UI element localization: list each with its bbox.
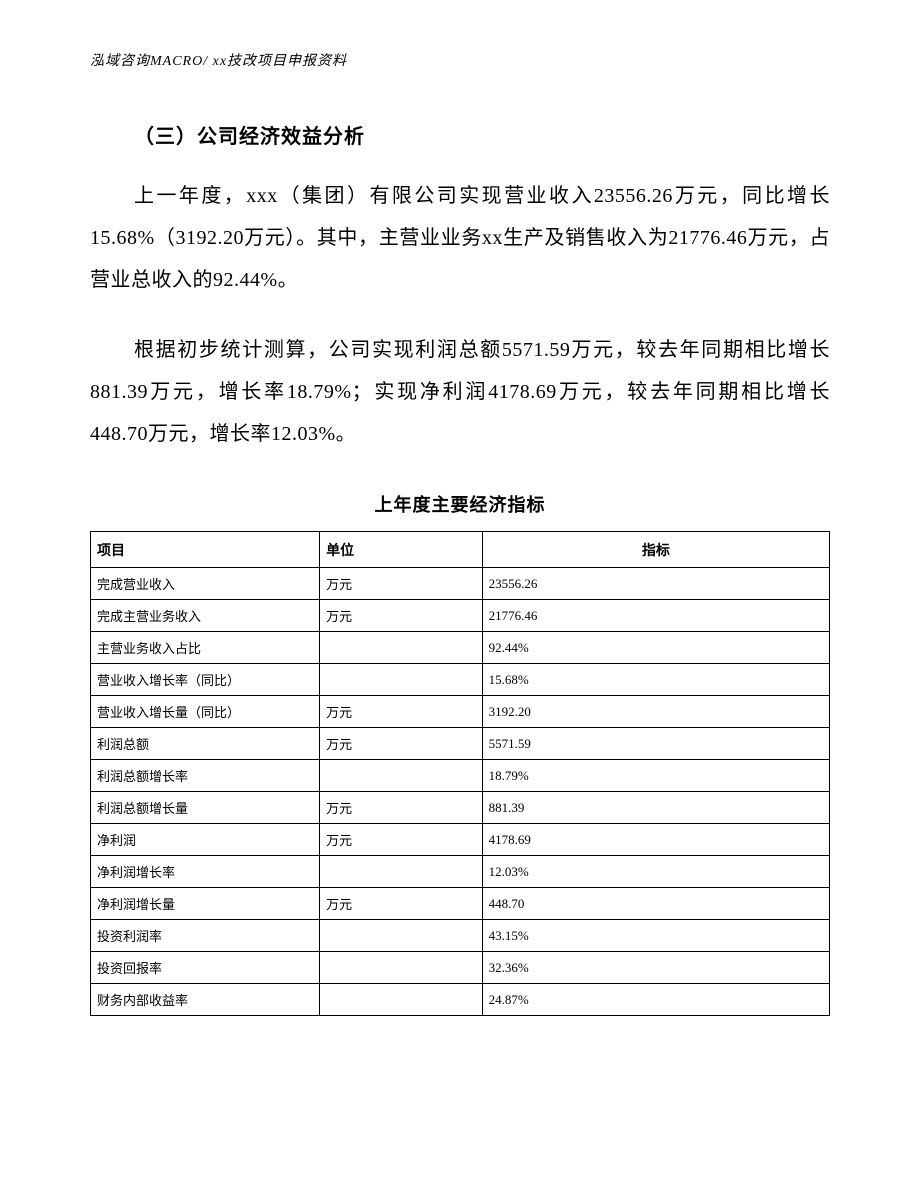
table-cell: 投资回报率 <box>91 952 320 984</box>
table-row: 完成营业收入 万元 23556.26 <box>91 568 830 600</box>
table-cell: 营业收入增长量（同比） <box>91 696 320 728</box>
table-cell: 4178.69 <box>482 824 829 856</box>
table-cell: 净利润 <box>91 824 320 856</box>
paragraph-1: 上一年度，xxx（集团）有限公司实现营业收入23556.26万元，同比增长15.… <box>90 175 830 301</box>
table-cell <box>320 664 483 696</box>
table-row: 利润总额增长量 万元 881.39 <box>91 792 830 824</box>
table-row: 营业收入增长率（同比） 15.68% <box>91 664 830 696</box>
table-cell <box>320 952 483 984</box>
table-row: 利润总额增长率 18.79% <box>91 760 830 792</box>
paragraph-block: 根据初步统计测算，公司实现利润总额5571.59万元，较去年同期相比增长881.… <box>90 329 830 455</box>
table-header-row: 项目 单位 指标 <box>91 532 830 568</box>
table-cell: 3192.20 <box>482 696 829 728</box>
paragraph-block: 上一年度，xxx（集团）有限公司实现营业收入23556.26万元，同比增长15.… <box>90 175 830 301</box>
table-cell: 24.87% <box>482 984 829 1016</box>
table-cell <box>320 632 483 664</box>
table-cell: 43.15% <box>482 920 829 952</box>
header-path: 泓域咨询MACRO/ xx技改项目申报资料 <box>90 50 830 70</box>
table-cell: 利润总额增长率 <box>91 760 320 792</box>
table-cell: 利润总额增长量 <box>91 792 320 824</box>
paragraph-2: 根据初步统计测算，公司实现利润总额5571.59万元，较去年同期相比增长881.… <box>90 329 830 455</box>
table-cell: 净利润增长量 <box>91 888 320 920</box>
economic-indicators-table: 项目 单位 指标 完成营业收入 万元 23556.26 完成主营业务收入 万元 … <box>90 531 830 1016</box>
table-cell <box>320 856 483 888</box>
table-cell: 32.36% <box>482 952 829 984</box>
table-cell: 万元 <box>320 600 483 632</box>
table-cell: 12.03% <box>482 856 829 888</box>
table-cell: 完成营业收入 <box>91 568 320 600</box>
table-row: 财务内部收益率 24.87% <box>91 984 830 1016</box>
table-cell: 92.44% <box>482 632 829 664</box>
table-cell: 万元 <box>320 696 483 728</box>
table-header-cell: 项目 <box>91 532 320 568</box>
table-cell: 万元 <box>320 824 483 856</box>
table-cell: 23556.26 <box>482 568 829 600</box>
table-cell: 利润总额 <box>91 728 320 760</box>
table-row: 利润总额 万元 5571.59 <box>91 728 830 760</box>
table-cell: 万元 <box>320 792 483 824</box>
table-row: 完成主营业务收入 万元 21776.46 <box>91 600 830 632</box>
table-row: 投资回报率 32.36% <box>91 952 830 984</box>
table-cell: 完成主营业务收入 <box>91 600 320 632</box>
table-cell: 881.39 <box>482 792 829 824</box>
table-cell: 5571.59 <box>482 728 829 760</box>
table-cell: 15.68% <box>482 664 829 696</box>
table-cell: 财务内部收益率 <box>91 984 320 1016</box>
table-cell: 万元 <box>320 888 483 920</box>
page-container: 泓域咨询MACRO/ xx技改项目申报资料 （三）公司经济效益分析 上一年度，x… <box>0 0 920 1076</box>
table-cell <box>320 984 483 1016</box>
table-cell: 万元 <box>320 728 483 760</box>
table-title: 上年度主要经济指标 <box>90 491 830 517</box>
table-row: 净利润增长量 万元 448.70 <box>91 888 830 920</box>
table-cell: 主营业务收入占比 <box>91 632 320 664</box>
table-cell: 21776.46 <box>482 600 829 632</box>
table-cell: 448.70 <box>482 888 829 920</box>
table-cell: 万元 <box>320 568 483 600</box>
table-cell: 投资利润率 <box>91 920 320 952</box>
table-row: 主营业务收入占比 92.44% <box>91 632 830 664</box>
table-cell: 18.79% <box>482 760 829 792</box>
table-cell <box>320 920 483 952</box>
table-cell: 净利润增长率 <box>91 856 320 888</box>
table-row: 营业收入增长量（同比） 万元 3192.20 <box>91 696 830 728</box>
table-header-cell: 指标 <box>482 532 829 568</box>
section-title: （三）公司经济效益分析 <box>134 120 830 149</box>
table-row: 净利润增长率 12.03% <box>91 856 830 888</box>
table-cell <box>320 760 483 792</box>
table-row: 净利润 万元 4178.69 <box>91 824 830 856</box>
table-row: 投资利润率 43.15% <box>91 920 830 952</box>
table-header-cell: 单位 <box>320 532 483 568</box>
table-cell: 营业收入增长率（同比） <box>91 664 320 696</box>
